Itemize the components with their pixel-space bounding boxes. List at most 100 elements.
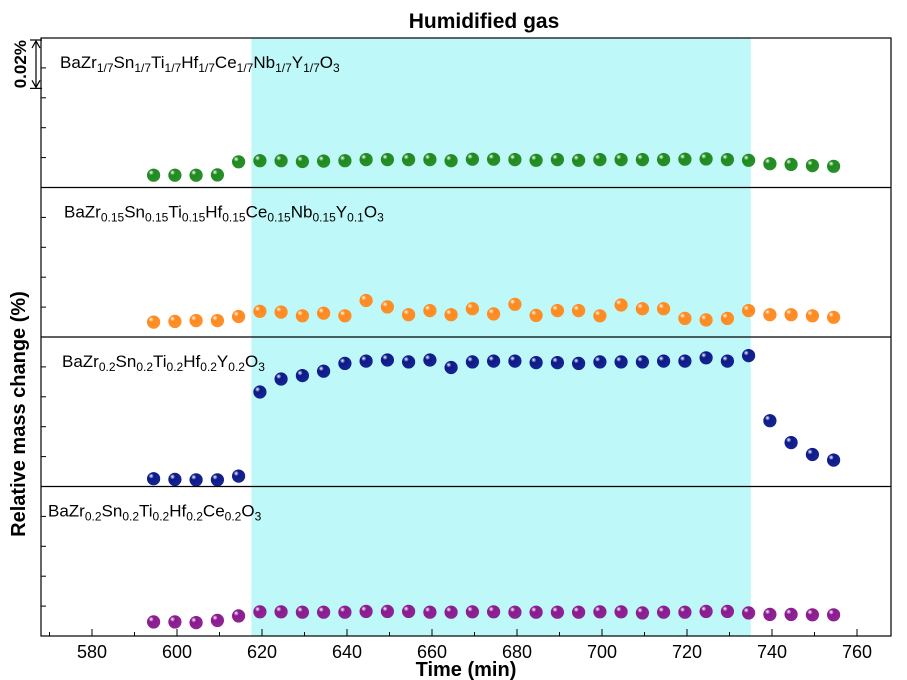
data-point	[296, 606, 309, 619]
panel-label: BaZr0.15Sn0.15Ti0.15Hf0.15Ce0.15Nb0.15Y0…	[64, 203, 384, 225]
data-point	[232, 610, 245, 623]
data-point	[594, 356, 607, 369]
data-point	[657, 153, 670, 166]
data-point	[211, 614, 224, 627]
data-point	[636, 356, 649, 369]
data-point	[275, 154, 288, 167]
x-tick-label: 620	[247, 642, 277, 662]
data-point	[700, 314, 713, 327]
data-point	[742, 154, 755, 167]
data-point	[190, 616, 203, 629]
data-point	[190, 169, 203, 182]
data-point	[572, 606, 585, 619]
data-point	[636, 302, 649, 315]
data-point	[381, 354, 394, 367]
x-tick-label: 760	[842, 642, 872, 662]
data-point	[360, 294, 373, 307]
data-point	[360, 153, 373, 166]
data-point	[445, 154, 458, 167]
x-tick-label: 700	[587, 642, 617, 662]
data-point	[445, 361, 458, 374]
data-point	[742, 304, 755, 317]
data-point	[721, 355, 734, 368]
data-point	[530, 606, 543, 619]
data-point	[317, 307, 330, 320]
data-point	[381, 153, 394, 166]
data-point	[211, 474, 224, 487]
data-point	[572, 304, 585, 317]
y-axis-title: Relative mass change (%)	[8, 291, 30, 537]
data-point	[700, 352, 713, 365]
data-point	[615, 606, 628, 619]
data-point	[572, 357, 585, 370]
data-point	[509, 298, 522, 311]
data-point	[487, 153, 500, 166]
data-point	[742, 349, 755, 362]
data-point	[169, 169, 182, 182]
data-point	[487, 355, 500, 368]
data-point	[360, 605, 373, 618]
data-point	[827, 160, 840, 173]
data-point	[721, 153, 734, 166]
data-point	[381, 605, 394, 618]
data-point	[827, 454, 840, 467]
data-point	[806, 310, 819, 323]
data-point	[764, 414, 777, 427]
data-point	[169, 616, 182, 629]
data-point	[424, 304, 437, 317]
data-point	[190, 314, 203, 327]
data-point	[594, 153, 607, 166]
data-point	[211, 314, 224, 327]
data-point	[594, 310, 607, 323]
data-point	[742, 607, 755, 620]
data-point	[254, 386, 267, 399]
data-point	[764, 308, 777, 321]
data-point	[402, 153, 415, 166]
data-point	[551, 153, 564, 166]
data-point	[275, 373, 288, 386]
data-point	[466, 356, 479, 369]
x-tick-label: 640	[332, 642, 362, 662]
data-point	[232, 156, 245, 169]
data-point	[487, 606, 500, 619]
data-point	[296, 369, 309, 382]
data-point	[317, 365, 330, 378]
data-point	[679, 606, 692, 619]
panel-label: BaZr0.2Sn0.2Ti0.2Hf0.2Y0.2O3	[62, 352, 265, 374]
data-point	[509, 355, 522, 368]
data-point	[827, 609, 840, 622]
data-point	[785, 158, 798, 171]
panel-label: BaZr1/7Sn1/7Ti1/7Hf1/7Ce1/7Nb1/7Y1/7O3	[60, 53, 340, 75]
data-point	[466, 153, 479, 166]
scale-bar-label: 0.02%	[11, 40, 30, 88]
data-point	[275, 306, 288, 319]
data-point	[764, 608, 777, 621]
data-point	[636, 607, 649, 620]
data-point	[764, 157, 777, 170]
data-point	[806, 159, 819, 172]
data-point	[785, 608, 798, 621]
data-point	[445, 308, 458, 321]
data-point	[169, 315, 182, 328]
data-point	[424, 153, 437, 166]
data-point	[232, 470, 245, 483]
data-point	[806, 609, 819, 622]
data-point	[679, 355, 692, 368]
data-point	[615, 153, 628, 166]
data-point	[147, 616, 160, 629]
data-point	[487, 308, 500, 321]
data-point	[296, 310, 309, 323]
data-point	[339, 357, 352, 370]
data-point	[657, 355, 670, 368]
data-point	[551, 304, 564, 317]
data-point	[254, 305, 267, 318]
data-point	[402, 605, 415, 618]
data-point	[339, 310, 352, 323]
x-tick-label: 580	[77, 642, 107, 662]
data-point	[445, 606, 458, 619]
data-point	[317, 606, 330, 619]
data-point	[317, 155, 330, 168]
data-point	[424, 354, 437, 367]
data-point	[785, 436, 798, 449]
